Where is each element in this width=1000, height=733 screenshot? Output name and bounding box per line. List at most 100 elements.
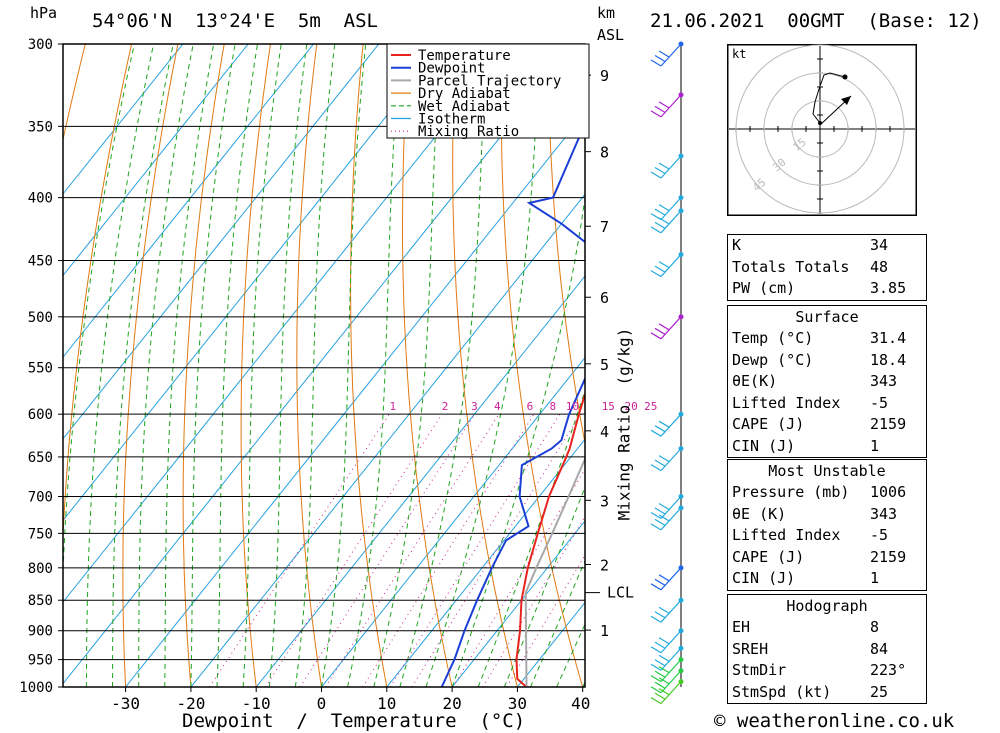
most-unstable-row: θE (K) 343 <box>732 504 898 523</box>
wind-barb <box>650 670 682 694</box>
hodograph-curve <box>812 72 846 124</box>
wind-barb-feather <box>658 574 670 582</box>
x-axis-title: Dewpoint / Temperature (°C) <box>182 710 526 732</box>
pressure-tick-label: 500 <box>28 310 53 326</box>
x-tick-label: 20 <box>442 694 461 713</box>
km-tick-label: 3 <box>600 492 609 510</box>
km-unit-label: km <box>597 4 616 22</box>
isotherm-line <box>63 44 314 358</box>
pressure-tick-label: 300 <box>28 37 53 53</box>
wind-barb <box>650 659 682 683</box>
wind-barb <box>650 94 682 118</box>
pressure-tick-label: 850 <box>28 593 53 609</box>
wind-barb-staff <box>660 155 682 179</box>
isotherm-line <box>63 44 249 277</box>
wind-barb-feather <box>658 162 670 170</box>
km-tick-label: 7 <box>600 218 609 236</box>
hodograph-ring <box>763 72 877 186</box>
wet-adiabat-line <box>112 44 174 687</box>
hodograph-end-dot <box>842 74 848 80</box>
wind-barb <box>650 155 682 179</box>
wind-barb <box>650 413 682 437</box>
mixing-ratio-line <box>389 413 561 687</box>
wind-barb-feather <box>658 677 670 685</box>
surface-title: Surface <box>795 308 859 326</box>
hodograph-unit: kt <box>732 47 746 61</box>
km-tick-label: 4 <box>600 423 609 441</box>
wind-barb-staff <box>660 43 682 67</box>
mixing-ratio-label: 20 <box>625 400 638 413</box>
credit-link[interactable]: © weatheronline.co.uk <box>714 710 955 732</box>
wet-adiabat-line <box>347 44 402 687</box>
legend-label: Dry Adiabat <box>418 86 511 102</box>
wind-barb-feather <box>650 686 662 694</box>
mixing-ratio-label: 15 <box>602 400 615 413</box>
surface-row: Lifted Index -5 <box>732 393 889 412</box>
most-unstable-title: Most Unstable <box>768 462 886 480</box>
wind-barb-feather <box>650 646 662 654</box>
km-tick-label: 8 <box>600 144 609 162</box>
hodograph-trace <box>812 72 852 126</box>
pressure-tick-label: 350 <box>28 119 53 135</box>
pressure-tick-label: 950 <box>28 653 53 669</box>
mixing-ratio-line <box>506 554 585 687</box>
wind-barb-feather <box>650 663 662 671</box>
wind-barb-feather <box>650 615 662 623</box>
mixing-ratio-line <box>299 413 476 687</box>
storm-motion-arrowhead <box>841 96 851 105</box>
pressure-tick-label: 400 <box>28 191 53 207</box>
location-title: 54°06'N 13°24'E 5m ASL <box>92 10 378 32</box>
mixing-ratio-label: 3 <box>471 400 478 413</box>
wind-barb <box>650 448 682 472</box>
km-tick-label: 2 <box>600 556 609 574</box>
wind-barb <box>650 316 682 340</box>
lcl-label: LCL <box>607 584 634 602</box>
isotherm-line <box>451 520 585 687</box>
asl-unit-label: ASL <box>597 26 625 44</box>
mixing-ratio-label: 4 <box>494 400 501 413</box>
wind-barb-staff <box>660 197 682 221</box>
wind-barb-feather <box>654 507 666 515</box>
hodograph-row: StmSpd (kt) 25 <box>732 682 889 701</box>
isotherm-line <box>386 438 585 687</box>
x-tick-label: 10 <box>377 694 396 713</box>
most-unstable-table: Most Unstable Pressure (mb) 1006 θE (K) 34… <box>727 459 927 591</box>
wind-barb-staff <box>660 316 682 340</box>
dry-adiabat-line <box>402 44 453 687</box>
isotherm-line <box>190 193 585 687</box>
wind-barb-feather <box>654 641 666 649</box>
mixing-ratio-line <box>452 468 585 687</box>
x-tick-label: 40 <box>571 694 590 713</box>
wind-barb-staff <box>660 599 682 623</box>
index-row-k: K 34 <box>732 236 889 254</box>
wind-barb-feather <box>658 654 670 662</box>
hodograph-ring <box>791 100 849 158</box>
x-tick-label: -10 <box>242 694 271 713</box>
mixing-ratio-line <box>325 413 500 687</box>
wind-barb-feather <box>650 511 662 520</box>
wind-barb <box>650 43 682 67</box>
wind-barb-feather <box>654 54 666 63</box>
dry-adiabat-line <box>919 44 1000 687</box>
parcel-trajectory-line <box>524 456 585 687</box>
wind-barb-feather <box>654 681 666 689</box>
wind-barb-feather <box>654 105 666 113</box>
wind-barb <box>650 647 682 671</box>
hodograph-table: Hodograph EH 8 SREH 84 StmDir 223° StmSpd (… <box>727 594 927 704</box>
legend-box <box>386 43 590 139</box>
pressure-tick-label: 700 <box>28 490 53 506</box>
isobar-lines <box>63 43 585 688</box>
wind-barb-feather <box>654 208 666 216</box>
wind-barb-feather <box>658 50 670 58</box>
legend-label: Isotherm <box>418 112 485 128</box>
wind-barb-staff <box>660 630 682 654</box>
mixing-ratio-line <box>411 413 581 687</box>
wind-barb-staff <box>660 670 682 694</box>
pressure-tick-label: 900 <box>28 624 53 640</box>
wind-barb <box>650 630 682 654</box>
datetime-label: 21.06.2021 00GMT (Base: 12) <box>650 10 982 32</box>
km-tick-label: 5 <box>600 356 609 374</box>
legend-label: Mixing Ratio <box>418 124 519 140</box>
wind-barb-feather <box>658 688 670 696</box>
